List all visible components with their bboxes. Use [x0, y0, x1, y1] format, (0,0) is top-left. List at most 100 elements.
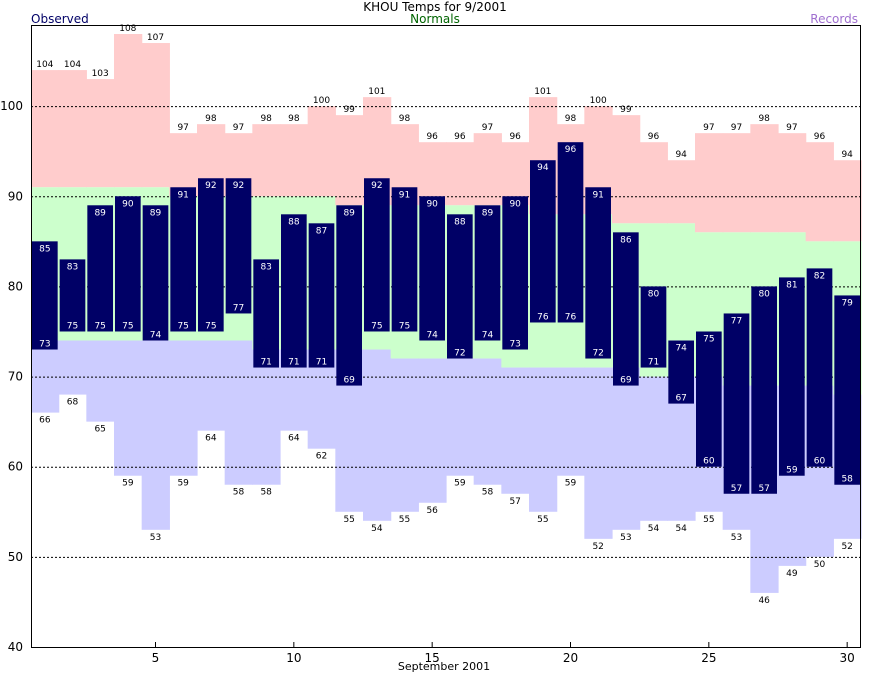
observed-high-label: 90: [509, 199, 521, 209]
record-high-band: [141, 43, 170, 188]
record-high-band: [307, 106, 336, 197]
observed-low-label: 57: [758, 484, 769, 494]
record-high-label: 107: [147, 33, 164, 43]
record-high-label: 98: [260, 114, 272, 124]
record-low-label: 55: [399, 515, 410, 525]
record-high-label: 96: [426, 132, 438, 142]
observed-high-label: 87: [316, 226, 327, 236]
observed-bar: [59, 259, 86, 332]
record-high-band: [58, 70, 87, 188]
observed-bar: [336, 205, 362, 386]
record-low-label: 52: [841, 542, 852, 552]
observed-high-label: 92: [205, 181, 216, 191]
record-high-label: 101: [368, 87, 385, 97]
observed-high-label: 88: [288, 217, 300, 227]
observed-bar: [640, 286, 667, 368]
observed-bar: [723, 313, 750, 494]
record-low-band: [556, 367, 585, 476]
record-low-band: [31, 340, 60, 413]
record-high-label: 96: [454, 132, 466, 142]
record-low-label: 57: [509, 497, 520, 507]
record-high-band: [418, 142, 447, 206]
observed-high-label: 83: [67, 262, 78, 272]
record-high-label: 98: [565, 114, 577, 124]
record-high-label: 103: [92, 69, 109, 79]
record-high-label: 97: [703, 123, 714, 133]
observed-high-label: 89: [343, 208, 355, 218]
observed-low-label: 73: [39, 340, 50, 350]
observed-low-label: 75: [177, 321, 188, 331]
x-tick-label: 10: [286, 651, 301, 665]
record-high-label: 94: [841, 150, 853, 160]
legend-records: Records: [810, 12, 858, 26]
record-low-band: [363, 349, 392, 521]
record-low-label: 58: [233, 488, 245, 498]
observed-low-label: 58: [841, 475, 853, 485]
x-tick-label: 30: [840, 651, 855, 665]
record-high-label: 108: [119, 24, 136, 34]
record-low-band: [390, 358, 419, 512]
observed-high-label: 75: [703, 334, 714, 344]
record-low-band: [86, 340, 115, 422]
observed-low-label: 60: [703, 457, 715, 467]
record-high-label: 97: [786, 123, 797, 133]
labels-layer: 104 66 85 73 104 68 83 75 103 65 89 75 108 59 90 75 107 5…: [36, 24, 853, 606]
record-low-band: [612, 367, 641, 530]
record-low-band: [639, 376, 668, 521]
record-high-band: [612, 115, 641, 224]
x-tick-label: 5: [152, 651, 160, 665]
observed-bar: [779, 277, 805, 476]
observed-bar: [198, 178, 224, 332]
record-high-label: 97: [482, 123, 493, 133]
record-low-label: 58: [482, 488, 494, 498]
record-low-band: [529, 367, 558, 512]
observed-bar: [585, 187, 611, 359]
record-low-label: 65: [94, 425, 105, 435]
record-low-band: [114, 340, 143, 476]
observed-high-label: 83: [260, 262, 271, 272]
axes-layer: 40 50 60 70 80 90 100 5 10 15 20 25 30: [0, 25, 861, 665]
record-high-band: [31, 70, 60, 188]
observed-high-label: 77: [731, 316, 742, 326]
record-low-label: 54: [648, 524, 660, 534]
record-high-label: 97: [233, 123, 244, 133]
record-high-label: 100: [590, 96, 607, 106]
record-low-label: 53: [731, 533, 742, 543]
y-tick-label: 90: [8, 189, 23, 203]
observed-low-label: 57: [731, 484, 742, 494]
observed-low-label: 75: [371, 321, 382, 331]
record-low-band: [584, 367, 613, 539]
record-low-band: [58, 340, 87, 395]
record-low-band: [197, 340, 226, 431]
observed-high-label: 90: [122, 199, 134, 209]
record-high-label: 98: [399, 114, 411, 124]
y-tick-label: 60: [8, 460, 23, 474]
record-high-band: [169, 133, 198, 197]
x-tick-label: 25: [701, 651, 716, 665]
record-low-label: 66: [39, 416, 51, 426]
observed-low-label: 60: [814, 457, 826, 467]
observed-bar: [530, 160, 556, 323]
record-high-label: 97: [177, 123, 188, 133]
observed-low-label: 73: [509, 340, 520, 350]
record-low-label: 49: [786, 569, 798, 579]
record-low-label: 64: [288, 434, 300, 444]
observed-bar: [170, 187, 196, 332]
observed-low-label: 75: [94, 321, 105, 331]
observed-high-label: 89: [150, 208, 162, 218]
record-low-label: 68: [67, 398, 79, 408]
record-low-label: 56: [426, 506, 438, 516]
observed-high-label: 91: [177, 190, 188, 200]
record-high-label: 99: [620, 105, 632, 115]
observed-low-label: 75: [399, 321, 410, 331]
observed-high-label: 92: [233, 181, 244, 191]
observed-bar: [142, 205, 169, 341]
observed-bar: [447, 214, 473, 359]
observed-high-label: 79: [841, 298, 853, 308]
observed-bar: [253, 259, 279, 368]
observed-high-label: 92: [371, 181, 382, 191]
record-high-label: 96: [509, 132, 521, 142]
record-low-label: 53: [620, 533, 631, 543]
x-tick-label: 20: [563, 651, 578, 665]
